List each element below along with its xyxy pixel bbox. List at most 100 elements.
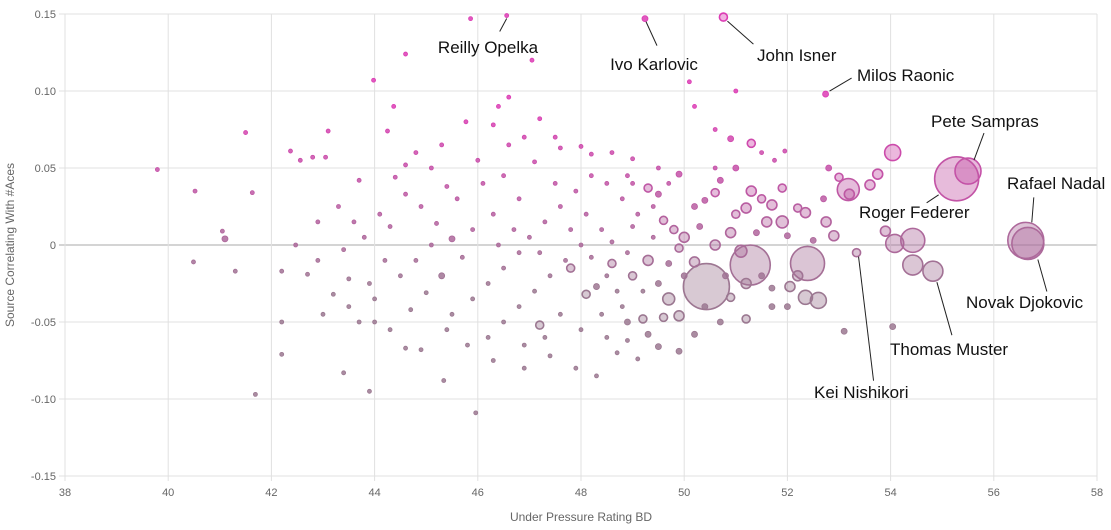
data-point [599,311,605,317]
data-point [468,16,473,22]
data-point [385,128,390,134]
data-point [809,236,817,244]
data-point [733,88,739,94]
data-point [578,327,584,333]
data-point [372,319,378,325]
data-point [511,227,517,233]
data-point [320,311,326,317]
data-point [403,191,408,197]
data-point [413,257,419,263]
data-point [315,257,321,263]
data-point [361,234,367,240]
data-point [449,311,455,317]
data-point [490,211,496,217]
data-point [682,262,731,311]
data-point [650,234,656,240]
annotation-label: Thomas Muster [890,340,1008,359]
data-point [661,292,676,306]
data-point [599,227,605,233]
data-point [777,183,788,193]
data-point [625,173,630,179]
data-point [734,244,748,258]
data-point [625,338,630,343]
data-point [448,235,456,243]
data-point [820,195,827,203]
data-point [485,334,491,340]
annotation-label: Roger Federer [859,203,970,222]
data-point [371,77,376,83]
annotation-label: Reilly Opelka [438,38,539,57]
data-point [883,143,902,162]
data-point [741,314,751,324]
data-point [901,254,924,276]
data-point [709,239,721,251]
data-point [627,270,638,281]
data-point [688,256,701,268]
annotated-point [933,155,980,202]
data-point [552,134,558,140]
annotation-leader-line [1031,197,1035,223]
data-point [889,323,897,331]
x-tick-label: 56 [988,487,1000,499]
annotated-point [504,13,510,18]
data-point [864,179,876,191]
data-point [588,151,594,157]
annotation-label: Milos Raonic [857,66,955,85]
data-point [604,180,610,186]
data-point [392,174,398,180]
data-point [820,216,832,228]
data-point [716,176,724,184]
data-point [356,319,362,325]
data-point [557,311,563,317]
data-point [730,209,741,219]
data-point [843,188,856,200]
data-point [501,319,507,325]
data-point [665,260,673,267]
annotation-leader-line [936,282,953,336]
data-point [463,119,469,125]
data-point [480,180,486,186]
data-point [403,51,408,57]
data-point [644,330,652,338]
y-tick-label: 0.05 [35,163,56,175]
data-point [775,215,790,229]
data-point [516,250,522,256]
data-point [614,288,620,294]
annotated-point [1011,226,1045,261]
data-point [382,257,388,263]
data-point [655,280,662,287]
data-point [279,319,285,325]
data-point [532,159,537,165]
data-point [473,410,479,416]
data-point [470,296,476,302]
annotation-leader-line [926,194,939,204]
data-point [658,312,669,323]
data-point [253,391,258,397]
data-point [454,196,460,202]
data-point [581,289,591,300]
x-axis-ticks: 38 40 42 44 46 48 50 52 54 56 58 [59,487,1103,499]
data-point [423,290,429,296]
data-point [678,231,691,244]
data-point [619,196,625,202]
data-point [403,162,408,168]
data-point [899,227,926,254]
x-tick-label: 44 [368,487,380,499]
data-point [758,272,765,280]
data-point [490,122,496,128]
data-point [552,180,558,186]
data-point [630,180,635,186]
x-tick-label: 46 [472,487,484,499]
data-point [330,291,336,297]
data-point [418,347,424,353]
data-point [759,150,764,156]
data-point [640,288,646,294]
data-point [547,353,553,359]
data-point [465,342,470,348]
data-point [573,188,579,194]
data-point [784,280,796,293]
data-point [243,130,249,135]
data-point [604,273,610,279]
annotation-leader-line [858,256,875,381]
data-point [712,165,718,171]
